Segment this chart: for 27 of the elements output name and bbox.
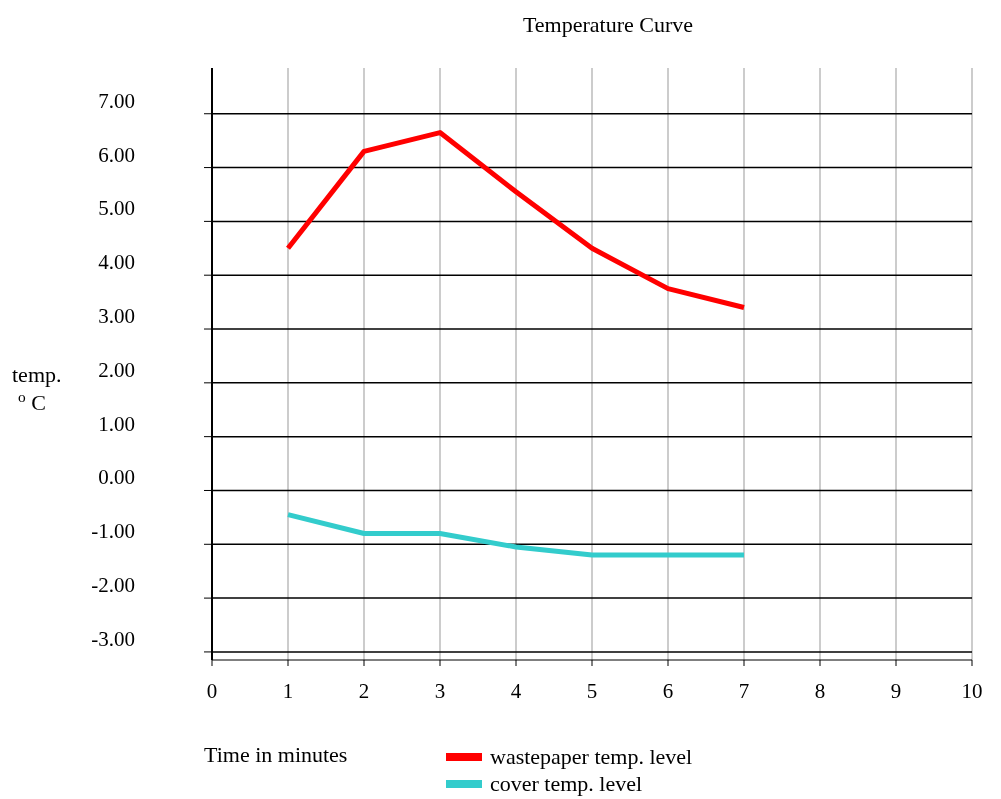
y-tick-label: -1.00 xyxy=(91,519,135,544)
y-tick-label: -3.00 xyxy=(91,626,135,651)
x-tick-label: 10 xyxy=(961,679,983,703)
y-axis-title: temp. $^{o}$ C xyxy=(12,362,62,415)
y-tick-label: 5.00 xyxy=(98,196,135,221)
y-tick-label: 6.00 xyxy=(98,142,135,167)
x-tick-label: 8 xyxy=(814,679,826,703)
y-tick-label: 1.00 xyxy=(98,411,135,436)
y-tick-label: -2.00 xyxy=(91,573,135,598)
x-tick-label: 7 xyxy=(738,679,750,703)
x-tick-label: 9 xyxy=(890,679,902,703)
x-tick-label: 2 xyxy=(358,679,370,703)
y-tick-label: 0.00 xyxy=(98,465,135,490)
y-tick-label: 3.00 xyxy=(98,304,135,329)
y-tick-label: 4.00 xyxy=(98,250,135,275)
y-tick-label: 2.00 xyxy=(98,357,135,382)
x-tick-label: 0 xyxy=(206,679,218,703)
x-tick-label: 4 xyxy=(510,679,522,703)
legend-label: wastepaper temp. level xyxy=(490,744,693,769)
x-tick-label: 3 xyxy=(434,679,446,703)
x-axis-title: Time in minutes xyxy=(204,742,348,767)
chart-title: Temperature Curve xyxy=(522,12,694,37)
x-tick-label: 1 xyxy=(282,679,294,703)
x-tick-label: 5 xyxy=(586,679,598,703)
legend-label: cover temp. level xyxy=(490,771,643,796)
y-tick-label: 7.00 xyxy=(98,88,135,113)
x-tick-label: 6 xyxy=(662,679,674,703)
